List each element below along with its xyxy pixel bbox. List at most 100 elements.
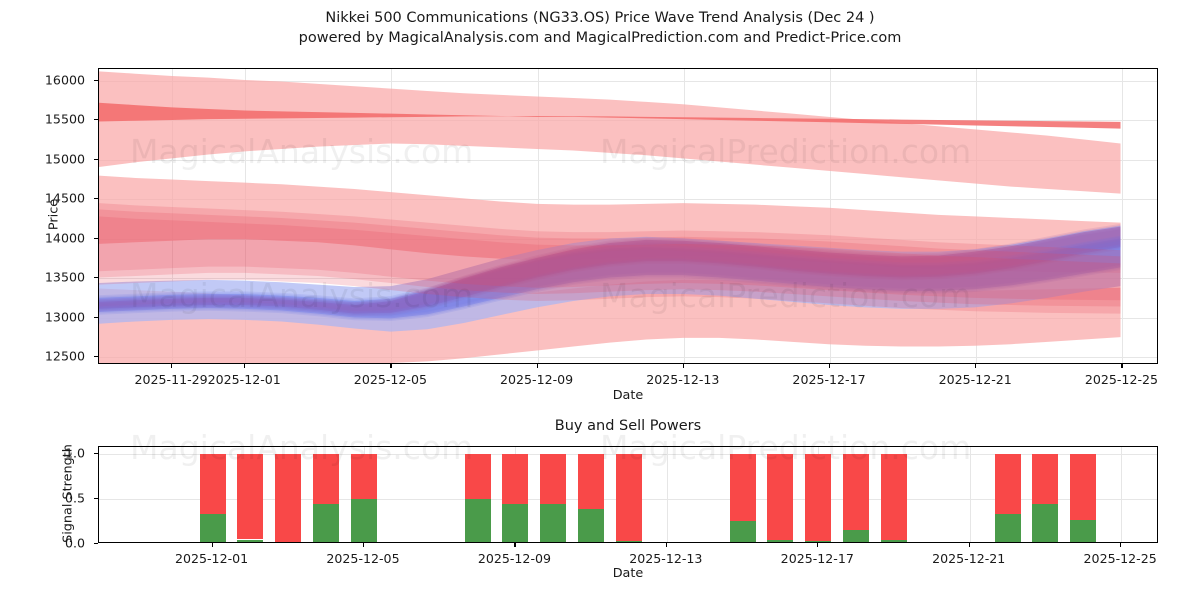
- y-tick-label: 12500: [44, 348, 85, 364]
- x-tick-mark: [817, 543, 819, 547]
- price-wave-bands: [99, 71, 1121, 363]
- sell-power-bar[interactable]: [351, 454, 377, 500]
- buy-power-bar[interactable]: [729, 520, 756, 542]
- buy-power-bar[interactable]: [881, 540, 907, 542]
- y-tick-mark: [94, 277, 98, 279]
- bar-group[interactable]: [464, 447, 491, 542]
- gridline: [666, 447, 668, 542]
- wave-band: [99, 102, 1121, 129]
- sell-power-bar[interactable]: [313, 454, 340, 504]
- buy-power-bar[interactable]: [578, 508, 605, 542]
- bar-group[interactable]: [994, 447, 1021, 542]
- bar-group[interactable]: [843, 447, 870, 542]
- x-tick-mark: [171, 364, 173, 368]
- buy-power-bar[interactable]: [805, 541, 832, 542]
- wave-band: [99, 71, 1121, 194]
- x-tick-label: 2025-12-01: [174, 551, 249, 566]
- buy-power-bar[interactable]: [237, 539, 264, 542]
- y-tick-mark: [94, 158, 98, 160]
- title-line-2: powered by MagicalAnalysis.com and Magic…: [298, 30, 902, 46]
- y-tick-label: 0.5: [64, 490, 85, 506]
- sell-power-bar[interactable]: [1032, 454, 1059, 504]
- wave-band-layer: [99, 241, 1121, 321]
- bar-group[interactable]: [313, 447, 340, 542]
- y-tick-mark: [94, 79, 98, 81]
- bar-group[interactable]: [881, 447, 907, 542]
- x-tick-label: 2025-11-29: [134, 372, 208, 387]
- buy-power-bar[interactable]: [994, 514, 1021, 542]
- buy-power-bar[interactable]: [464, 499, 491, 542]
- buy-power-bar[interactable]: [351, 499, 377, 542]
- sell-power-bar[interactable]: [1070, 454, 1097, 520]
- y-tick-label: 13500: [44, 269, 85, 285]
- x-tick-mark: [211, 543, 213, 547]
- bar-group[interactable]: [237, 447, 264, 542]
- x-tick-label: 2025-12-09: [477, 551, 552, 566]
- bar-group[interactable]: [729, 447, 756, 542]
- buy-power-bar[interactable]: [313, 503, 340, 542]
- sell-power-bar[interactable]: [994, 454, 1021, 515]
- sell-power-bar[interactable]: [502, 454, 529, 504]
- bar-group[interactable]: [1070, 447, 1097, 542]
- y-tick-mark: [94, 453, 98, 455]
- y-tick-label: 13000: [44, 309, 85, 325]
- bar-group[interactable]: [616, 447, 642, 542]
- buy-power-bar[interactable]: [616, 541, 642, 542]
- y-tick-mark: [94, 316, 98, 318]
- y-tick-mark: [94, 237, 98, 239]
- wave-band-layer: [99, 237, 1121, 317]
- sell-power-bar[interactable]: [843, 454, 870, 530]
- x-tick-mark: [390, 364, 392, 368]
- sell-power-bar[interactable]: [729, 454, 756, 521]
- wave-band: [99, 175, 1121, 273]
- bar-group[interactable]: [275, 447, 302, 542]
- x-tick-mark: [829, 364, 831, 368]
- sell-power-bar[interactable]: [275, 454, 302, 542]
- bar-group[interactable]: [502, 447, 529, 542]
- sell-power-bar[interactable]: [767, 454, 794, 541]
- sell-power-bar[interactable]: [199, 454, 226, 515]
- bar-group[interactable]: [1032, 447, 1059, 542]
- title-line-1: Nikkei 500 Communications (NG33.OS) Pric…: [325, 10, 875, 26]
- bar-group[interactable]: [199, 447, 226, 542]
- wave-band-layer: [99, 229, 1121, 317]
- wave-band-layer: [99, 225, 1121, 313]
- y-tick-label: 15500: [44, 111, 85, 127]
- sell-power-bar[interactable]: [881, 454, 907, 541]
- bar-group[interactable]: [767, 447, 794, 542]
- sell-power-bar[interactable]: [578, 454, 605, 509]
- x-tick-label: 2025-12-13: [646, 372, 720, 387]
- wave-band-layer: [99, 235, 1121, 316]
- sell-power-bar[interactable]: [616, 454, 642, 542]
- bar-group[interactable]: [578, 447, 605, 542]
- y-tick-mark: [94, 119, 98, 121]
- buy-power-bar[interactable]: [1070, 519, 1097, 542]
- y-tick-label: 14500: [44, 190, 85, 206]
- y-tick-label: 0.0: [64, 535, 85, 551]
- buy-power-bar[interactable]: [1032, 503, 1059, 542]
- gridline: [99, 159, 1157, 161]
- buy-power-bar[interactable]: [199, 514, 226, 542]
- sell-power-bar[interactable]: [805, 454, 832, 542]
- sell-power-bar[interactable]: [540, 454, 567, 504]
- x-tick-mark: [1121, 364, 1123, 368]
- bar-group[interactable]: [540, 447, 567, 542]
- y-tick-label: 1.0: [64, 445, 85, 461]
- bar-group[interactable]: [351, 447, 377, 542]
- buy-sell-y-axis-label: Signal Strength: [60, 443, 76, 543]
- buy-power-bar[interactable]: [843, 529, 870, 542]
- buy-power-bar[interactable]: [502, 503, 529, 542]
- x-tick-mark: [514, 543, 516, 547]
- gridline: [99, 357, 1157, 359]
- gridline: [969, 447, 971, 542]
- buy-power-bar[interactable]: [767, 540, 794, 542]
- sell-power-bar[interactable]: [464, 454, 491, 500]
- x-tick-label: 2025-12-05: [353, 372, 428, 387]
- bar-group[interactable]: [805, 447, 832, 542]
- sell-power-bar[interactable]: [237, 454, 264, 540]
- gridline: [976, 69, 978, 363]
- price-chart-plot-area: [98, 68, 1158, 364]
- buy-power-bar[interactable]: [540, 503, 567, 542]
- x-tick-label: 2025-12-05: [326, 551, 400, 566]
- wave-band: [99, 226, 1121, 314]
